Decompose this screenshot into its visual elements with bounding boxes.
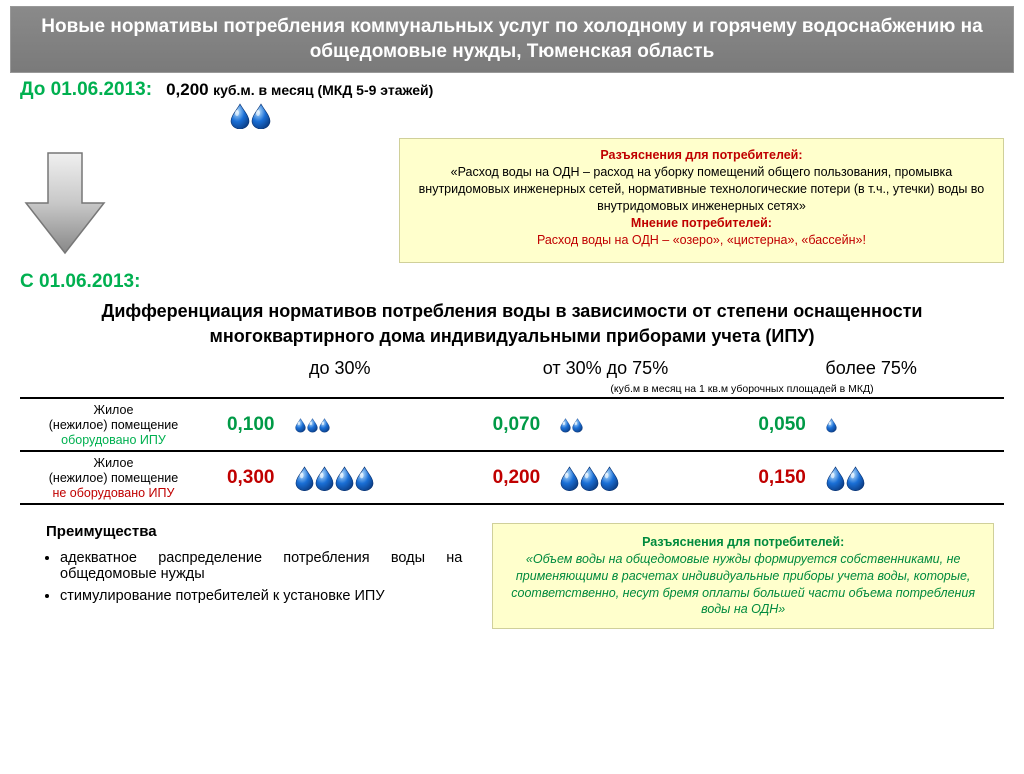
before-unit: куб.м. в месяц (МКД 5-9 этажей) — [213, 82, 433, 98]
before-value: 0,200 — [166, 80, 209, 99]
before-row: До 01.06.2013: 0,200 куб.м. в месяц (МКД… — [20, 79, 1004, 101]
row-label: Жилое(нежилое) помещениеоборудовано ИПУ — [20, 403, 207, 448]
opinion-title: Мнение потребителей: — [414, 215, 989, 232]
table-row: Жилое(нежилое) помещениене оборудовано И… — [20, 450, 1004, 505]
col-head-1: до 30% — [207, 358, 473, 379]
down-arrow-icon — [20, 138, 149, 263]
advantage-item: адекватное распределение потребления вод… — [60, 550, 462, 582]
table-cell: 0,070 — [473, 414, 739, 436]
row-label: Жилое(нежилое) помещениене оборудовано И… — [20, 456, 207, 501]
col-head-2: от 30% до 75% — [473, 358, 739, 379]
table-cell: 0,150 — [738, 466, 1004, 491]
before-drops — [230, 103, 1004, 134]
norms-table: до 30% от 30% до 75% более 75% (куб.м в … — [20, 358, 1004, 505]
table-cell: 0,100 — [207, 414, 473, 436]
explain2-body: «Объем воды на общедомовые нужды формиру… — [509, 551, 977, 619]
explain-box-1: Разъяснения для потребителей: «Расход во… — [399, 138, 1004, 263]
opinion-body: Расход воды на ОДН – «озеро», «цистерна»… — [414, 232, 989, 249]
before-date-label: До 01.06.2013: — [20, 79, 152, 101]
advantage-item: стимулирование потребителей к установке … — [60, 588, 462, 604]
explain2-title: Разъяснения для потребителей: — [509, 534, 977, 551]
differentiation-text: Дифференциация нормативов потребления во… — [50, 299, 974, 348]
explain1-title: Разъяснения для потребителей: — [414, 147, 989, 164]
table-cell: 0,050 — [738, 414, 1004, 436]
table-cell: 0,300 — [207, 466, 473, 491]
after-date-label: С 01.06.2013: — [20, 271, 1004, 293]
advantages-block: Преимущества адекватное распределение по… — [30, 523, 462, 629]
explain-box-2: Разъяснения для потребителей: «Объем вод… — [492, 523, 994, 629]
unit-note: (куб.м в месяц на 1 кв.м уборочных площа… — [480, 383, 1004, 395]
title-header: Новые нормативы потребления коммунальных… — [10, 6, 1014, 73]
title-text: Новые нормативы потребления коммунальных… — [25, 15, 999, 64]
advantages-title: Преимущества — [46, 523, 462, 540]
table-cell: 0,200 — [473, 466, 739, 491]
explain1-body: «Расход воды на ОДН – расход на уборку п… — [414, 164, 989, 215]
table-row: Жилое(нежилое) помещениеоборудовано ИПУ0… — [20, 397, 1004, 450]
col-head-3: более 75% — [738, 358, 1004, 379]
